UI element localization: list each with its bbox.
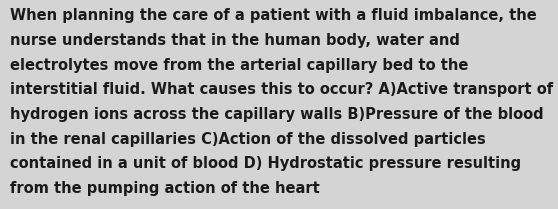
- Text: interstitial fluid. What causes this to occur? A)Active transport of: interstitial fluid. What causes this to …: [10, 82, 553, 97]
- Text: hydrogen ions across the capillary walls B)Pressure of the blood: hydrogen ions across the capillary walls…: [10, 107, 543, 122]
- Text: from the pumping action of the heart: from the pumping action of the heart: [10, 181, 320, 196]
- Text: contained in a unit of blood D) Hydrostatic pressure resulting: contained in a unit of blood D) Hydrosta…: [10, 156, 521, 171]
- Text: nurse understands that in the human body, water and: nurse understands that in the human body…: [10, 33, 460, 48]
- Text: in the renal capillaries C)Action of the dissolved particles: in the renal capillaries C)Action of the…: [10, 132, 486, 147]
- Text: electrolytes move from the arterial capillary bed to the: electrolytes move from the arterial capi…: [10, 58, 468, 73]
- Text: When planning the care of a patient with a fluid imbalance, the: When planning the care of a patient with…: [10, 8, 537, 23]
